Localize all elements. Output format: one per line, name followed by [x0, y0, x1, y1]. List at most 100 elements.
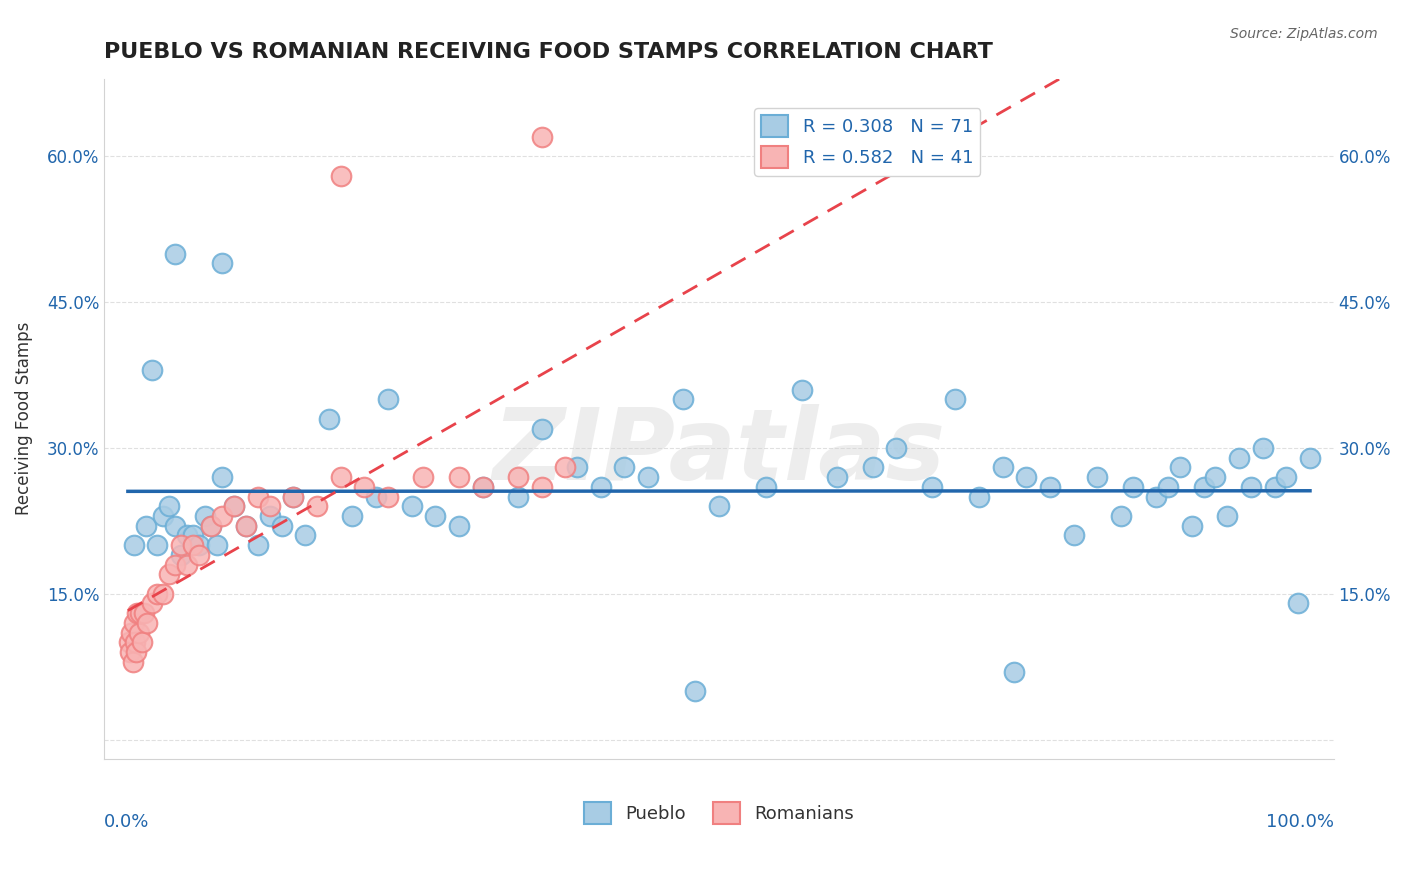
Point: [329, 169, 352, 183]
Point: [125, 645, 148, 659]
Point: [283, 490, 305, 504]
Point: [1286, 597, 1309, 611]
Point: [181, 528, 204, 542]
Text: 0.0%: 0.0%: [104, 814, 149, 831]
Point: [366, 490, 388, 504]
Legend: Pueblo, Romanians: Pueblo, Romanians: [576, 795, 862, 831]
Point: [1168, 460, 1191, 475]
Point: [152, 587, 174, 601]
Point: [1216, 508, 1239, 523]
Point: [152, 508, 174, 523]
Point: [1157, 480, 1180, 494]
Point: [187, 548, 209, 562]
Point: [259, 508, 281, 523]
Point: [146, 538, 169, 552]
Point: [672, 392, 695, 407]
Point: [200, 518, 222, 533]
Point: [1227, 450, 1250, 465]
Point: [127, 606, 149, 620]
Point: [921, 480, 943, 494]
Point: [506, 470, 529, 484]
Point: [170, 548, 193, 562]
Point: [121, 655, 143, 669]
Point: [246, 490, 269, 504]
Point: [471, 480, 494, 494]
Point: [224, 500, 246, 514]
Point: [211, 508, 233, 523]
Point: [1109, 508, 1132, 523]
Point: [146, 587, 169, 601]
Point: [120, 625, 142, 640]
Point: [447, 470, 470, 484]
Point: [377, 490, 399, 504]
Point: [329, 470, 352, 484]
Point: [401, 500, 423, 514]
Point: [1204, 470, 1226, 484]
Point: [128, 625, 150, 640]
Point: [884, 441, 907, 455]
Point: [1251, 441, 1274, 455]
Point: [530, 129, 553, 144]
Point: [589, 480, 612, 494]
Point: [1004, 665, 1026, 679]
Point: [294, 528, 316, 542]
Point: [425, 508, 447, 523]
Point: [991, 460, 1014, 475]
Point: [124, 635, 146, 649]
Point: [259, 500, 281, 514]
Point: [135, 518, 157, 533]
Point: [825, 470, 848, 484]
Point: [554, 460, 576, 475]
Point: [685, 684, 707, 698]
Point: [530, 480, 553, 494]
Point: [176, 558, 198, 572]
Point: [755, 480, 778, 494]
Point: [122, 538, 145, 552]
Point: [1275, 470, 1298, 484]
Point: [862, 460, 884, 475]
Point: [181, 538, 204, 552]
Point: [530, 421, 553, 435]
Text: ZIPatlas: ZIPatlas: [492, 404, 945, 501]
Point: [305, 500, 328, 514]
Point: [246, 538, 269, 552]
Text: PUEBLO VS ROMANIAN RECEIVING FOOD STAMPS CORRELATION CHART: PUEBLO VS ROMANIAN RECEIVING FOOD STAMPS…: [104, 42, 993, 62]
Text: Source: ZipAtlas.com: Source: ZipAtlas.com: [1230, 27, 1378, 41]
Point: [637, 470, 659, 484]
Point: [235, 518, 257, 533]
Point: [1181, 518, 1204, 533]
Point: [565, 460, 588, 475]
Point: [447, 518, 470, 533]
Point: [165, 246, 187, 260]
Point: [967, 490, 990, 504]
Point: [122, 615, 145, 630]
Point: [157, 500, 180, 514]
Point: [157, 567, 180, 582]
Point: [471, 480, 494, 494]
Point: [118, 635, 141, 649]
Point: [377, 392, 399, 407]
Point: [170, 538, 193, 552]
Point: [790, 383, 813, 397]
Point: [1240, 480, 1263, 494]
Point: [506, 490, 529, 504]
Point: [224, 500, 246, 514]
Point: [211, 470, 233, 484]
Point: [283, 490, 305, 504]
Point: [1299, 450, 1322, 465]
Y-axis label: Receiving Food Stamps: Receiving Food Stamps: [15, 322, 32, 516]
Point: [135, 615, 157, 630]
Point: [318, 412, 340, 426]
Point: [205, 538, 228, 552]
Point: [707, 500, 730, 514]
Point: [342, 508, 364, 523]
Point: [211, 256, 233, 270]
Point: [141, 597, 163, 611]
Point: [200, 518, 222, 533]
Point: [1085, 470, 1108, 484]
Point: [943, 392, 966, 407]
Point: [1144, 490, 1167, 504]
Point: [134, 606, 156, 620]
Point: [1039, 480, 1062, 494]
Point: [131, 635, 153, 649]
